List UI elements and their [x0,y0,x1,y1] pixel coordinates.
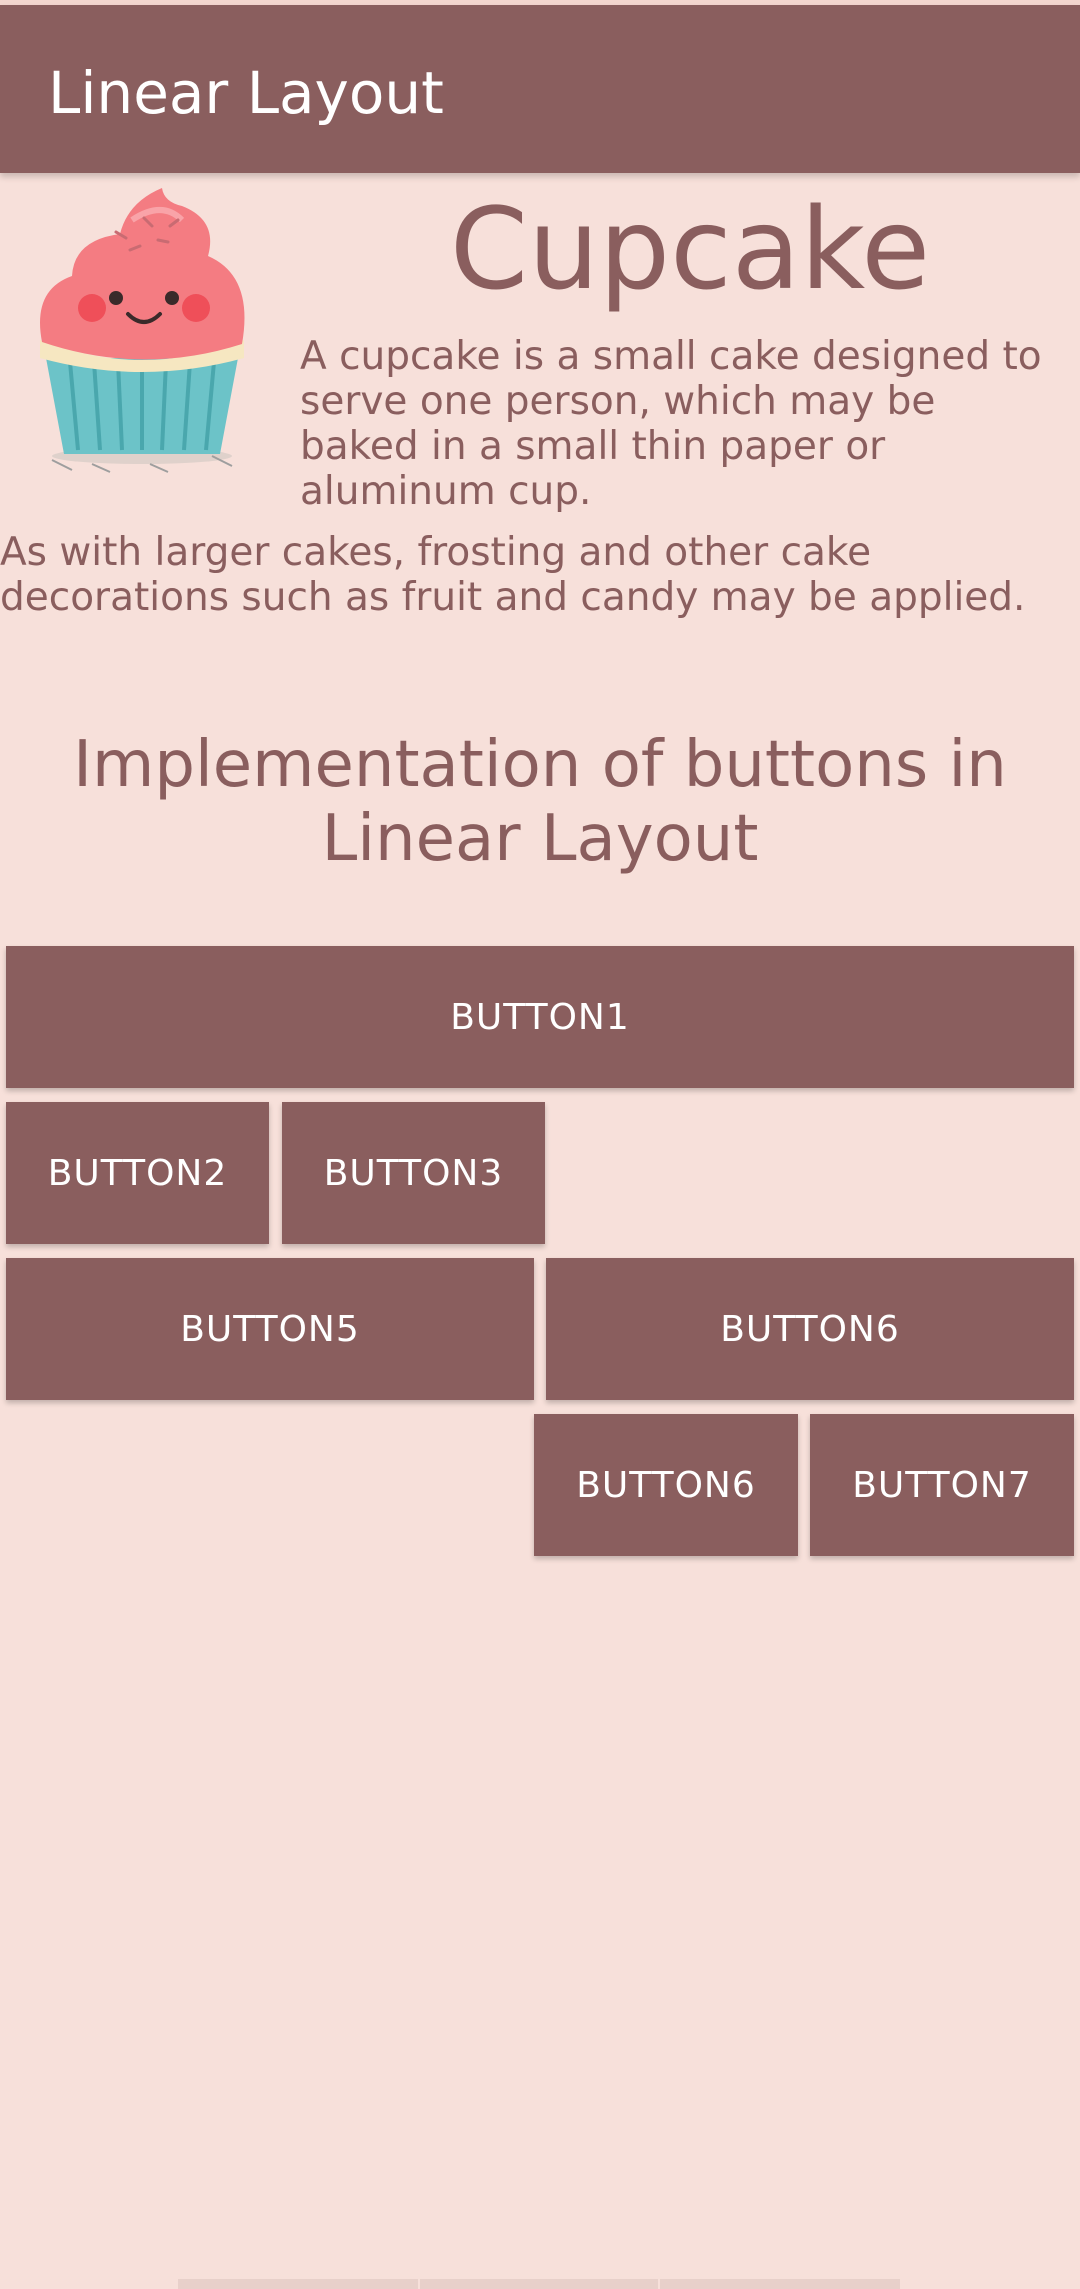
app-bar: Linear Layout [0,5,1080,173]
description-paragraph-2: As with larger cakes, frosting and other… [0,530,1026,620]
section-title: Implementation of buttons in Linear Layo… [73,728,1007,876]
button-6[interactable]: BUTTON6 [546,1258,1074,1400]
button-2[interactable]: BUTTON2 [6,1102,269,1244]
button-5[interactable]: BUTTON5 [6,1258,534,1400]
page-title: Cupcake [449,185,931,315]
button-6-second[interactable]: BUTTON6 [534,1414,798,1556]
cupcake-illustration [32,180,264,480]
button-7[interactable]: BUTTON7 [810,1414,1074,1556]
nav-bar-segment-right [660,2279,900,2289]
nav-bar-segment-center [420,2279,658,2289]
status-bar-strip [0,0,1080,5]
description-paragraph-1: A cupcake is a small cake designed to se… [300,334,1042,514]
button-3[interactable]: BUTTON3 [282,1102,545,1244]
app-title: Linear Layout [48,59,444,127]
button-1[interactable]: BUTTON1 [6,946,1074,1088]
cupcake-icon [40,188,245,473]
nav-bar-segment-left [178,2279,418,2289]
